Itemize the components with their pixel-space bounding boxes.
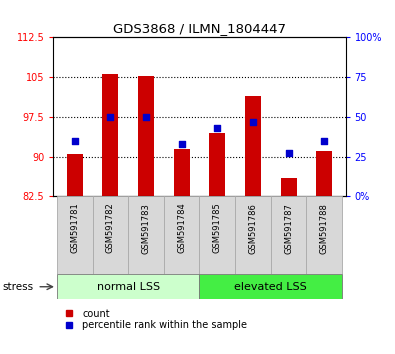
Text: GSM591787: GSM591787: [284, 203, 293, 253]
Text: GSM591785: GSM591785: [213, 203, 222, 253]
Bar: [199, 274, 342, 299]
Point: [71, 138, 78, 144]
Text: elevated LSS: elevated LSS: [234, 282, 307, 292]
Text: GSM591781: GSM591781: [70, 203, 79, 253]
Text: normal LSS: normal LSS: [97, 282, 160, 292]
Text: GSM591786: GSM591786: [248, 203, 258, 253]
Point: [143, 114, 149, 120]
Text: GSM591788: GSM591788: [320, 203, 329, 253]
Bar: [138, 76, 154, 196]
Bar: [164, 196, 199, 274]
Point: [321, 138, 327, 144]
Point: [286, 151, 292, 156]
Bar: [307, 196, 342, 274]
Bar: [102, 74, 118, 196]
Bar: [67, 154, 83, 196]
Bar: [57, 196, 92, 274]
Text: stress: stress: [2, 282, 33, 292]
Point: [179, 141, 185, 147]
Point: [250, 119, 256, 125]
Legend: count, percentile rank within the sample: count, percentile rank within the sample: [58, 308, 248, 331]
Bar: [316, 152, 332, 196]
Bar: [199, 196, 235, 274]
Text: GSM591783: GSM591783: [141, 203, 150, 253]
Text: GSM591784: GSM591784: [177, 203, 186, 253]
Bar: [209, 133, 225, 196]
Point: [107, 114, 113, 120]
Bar: [57, 274, 199, 299]
Bar: [174, 149, 190, 196]
Text: GSM591782: GSM591782: [106, 203, 115, 253]
Bar: [235, 196, 271, 274]
Bar: [280, 178, 297, 196]
Bar: [245, 96, 261, 196]
Point: [214, 125, 220, 131]
Title: GDS3868 / ILMN_1804447: GDS3868 / ILMN_1804447: [113, 22, 286, 35]
Bar: [128, 196, 164, 274]
Bar: [92, 196, 128, 274]
Bar: [271, 196, 307, 274]
